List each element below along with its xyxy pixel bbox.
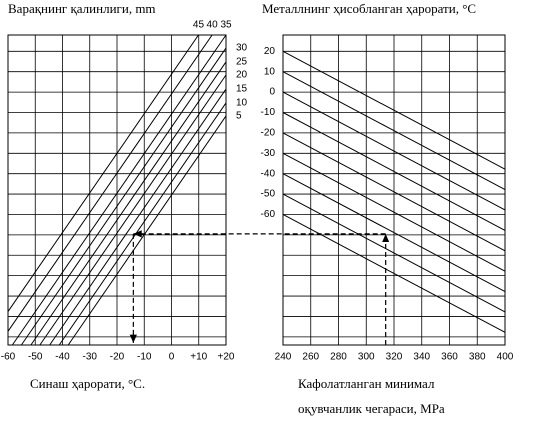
series-line bbox=[39, 74, 227, 346]
series-line bbox=[282, 71, 506, 191]
right-x-label: оқувчанлик чегараси, МРа bbox=[298, 401, 445, 416]
x-tick-label: -40 bbox=[55, 352, 70, 363]
series-label: 30 bbox=[236, 43, 248, 54]
series-line bbox=[282, 152, 506, 272]
x-tick-label: 320 bbox=[386, 352, 403, 363]
y-tick-label: 0 bbox=[269, 87, 275, 98]
series-label: 20 bbox=[236, 70, 248, 81]
x-tick-label: +10 bbox=[190, 352, 207, 363]
left-title: Варақнинг қалинлиги, mm bbox=[8, 1, 156, 16]
x-tick-label: -20 bbox=[110, 352, 125, 363]
y-tick-label: -20 bbox=[261, 128, 276, 139]
series-line bbox=[282, 50, 506, 170]
x-tick-label: 380 bbox=[469, 352, 486, 363]
series-label: 35 bbox=[220, 20, 232, 31]
y-tick-label: 10 bbox=[264, 66, 276, 77]
y-tick-label: -30 bbox=[261, 148, 276, 159]
series-line bbox=[30, 61, 227, 346]
series-line bbox=[49, 88, 227, 346]
series-label: 40 bbox=[207, 20, 219, 31]
series-label: 15 bbox=[236, 84, 248, 95]
x-tick-label: 360 bbox=[441, 352, 458, 363]
left-x-label: Синаш ҳарорати, °C. bbox=[30, 376, 145, 391]
series-label: 25 bbox=[236, 57, 248, 68]
x-tick-label: -60 bbox=[1, 352, 16, 363]
series-line bbox=[282, 91, 506, 211]
right-x-label: Кафолатланган минимал bbox=[298, 376, 435, 391]
x-tick-label: -30 bbox=[83, 352, 98, 363]
y-tick-label: 20 bbox=[264, 46, 276, 57]
x-tick-label: -10 bbox=[137, 352, 152, 363]
series-line bbox=[58, 102, 227, 346]
x-tick-label: 300 bbox=[358, 352, 375, 363]
series-line bbox=[282, 173, 506, 293]
series-label: 5 bbox=[236, 111, 242, 122]
x-tick-label: +20 bbox=[218, 352, 235, 363]
series-line bbox=[11, 34, 227, 346]
y-tick-label: -50 bbox=[261, 189, 276, 200]
series-line bbox=[282, 193, 506, 313]
y-tick-label: -60 bbox=[261, 209, 276, 220]
x-tick-label: -50 bbox=[28, 352, 43, 363]
series-line bbox=[67, 115, 227, 346]
series-line bbox=[282, 132, 506, 252]
x-tick-label: 340 bbox=[413, 352, 430, 363]
x-tick-label: 280 bbox=[330, 352, 347, 363]
y-tick-label: -40 bbox=[261, 168, 276, 179]
x-tick-label: 0 bbox=[169, 352, 175, 363]
series-label: 10 bbox=[236, 98, 248, 109]
x-tick-label: 260 bbox=[302, 352, 319, 363]
series-line bbox=[7, 34, 199, 312]
series-line bbox=[7, 34, 213, 332]
series-label: 45 bbox=[193, 20, 205, 31]
x-tick-label: 240 bbox=[275, 352, 292, 363]
series-line bbox=[282, 112, 506, 231]
x-tick-label: 400 bbox=[497, 352, 514, 363]
series-line bbox=[20, 47, 227, 346]
y-tick-label: -10 bbox=[261, 107, 276, 118]
right-title: Металлнинг ҳисобланган ҳарорати, °C bbox=[262, 1, 476, 16]
